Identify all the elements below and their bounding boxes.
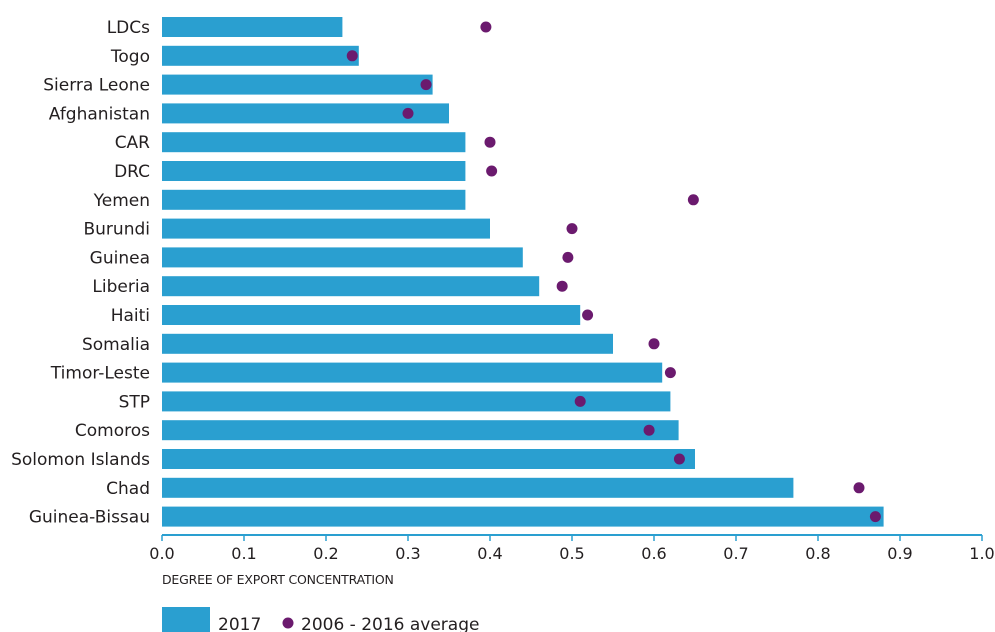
category-label-yemen: Yemen (93, 191, 150, 211)
dot-series-average (346, 21, 881, 523)
x-tick-label: 0.3 (395, 544, 420, 563)
x-axis-title: DEGREE OF EXPORT CONCENTRATION (162, 572, 394, 587)
category-label-afghanistan: Afghanistan (49, 104, 150, 124)
x-tick-label: 1.0 (969, 544, 994, 563)
bar-afghanistan (162, 103, 449, 124)
dot-guinea-bissau (869, 511, 881, 523)
dot-comoros (643, 424, 655, 436)
dot-afghanistan (402, 107, 414, 119)
category-label-chad: Chad (106, 479, 150, 499)
dot-somalia (648, 338, 660, 350)
bar-togo (162, 45, 359, 66)
category-label-haiti: Haiti (111, 306, 150, 326)
x-tick-label: 0.8 (805, 544, 830, 563)
bar-guinea-bissau (162, 506, 884, 527)
bar-yemen (162, 189, 466, 210)
category-label-car: CAR (115, 133, 150, 153)
category-label-sierra-leone: Sierra Leone (43, 76, 150, 96)
bar-liberia (162, 276, 540, 297)
dot-stp (574, 395, 586, 407)
legend-swatch-2017 (162, 607, 210, 632)
bar-haiti (162, 305, 581, 325)
x-tick-label: 0.7 (723, 544, 748, 563)
x-tick-label: 0.9 (887, 544, 912, 563)
x-tick-label: 0.6 (641, 544, 666, 563)
dot-guinea (562, 251, 574, 263)
legend-swatch-average (282, 617, 294, 629)
category-label-somalia: Somalia (82, 335, 150, 355)
category-label-liberia: Liberia (92, 277, 150, 297)
dot-chad (853, 482, 865, 494)
bar-car (162, 132, 466, 153)
dot-togo (346, 50, 358, 62)
x-axis-ticks: 0.0 0.1 0.2 0.3 0.4 0.5 0.6 0.7 0.8 0.9 1.0 (149, 535, 995, 563)
dot-liberia (556, 280, 568, 292)
category-label-guinea: Guinea (90, 248, 150, 268)
dot-timor-leste (664, 367, 676, 379)
bar-guinea (162, 247, 523, 268)
bar-stp (162, 391, 671, 412)
category-label-comoros: Comoros (75, 421, 150, 441)
dot-solomon-islands (673, 453, 685, 465)
dot-yemen (687, 194, 699, 206)
dot-sierra-leone (420, 79, 432, 91)
bar-series-2017 (162, 17, 884, 527)
legend-label-average: 2006 - 2016 average (301, 615, 479, 632)
bar-comoros (162, 420, 679, 441)
category-label-stp: STP (119, 392, 150, 412)
dot-burundi (566, 223, 578, 235)
dot-drc (486, 165, 498, 177)
x-tick-label: 0.0 (149, 544, 174, 563)
legend: 2017 2006 - 2016 average (162, 607, 479, 632)
category-label-togo: Togo (110, 47, 150, 67)
bar-chad (162, 477, 794, 498)
x-tick-label: 0.2 (313, 544, 338, 563)
legend-label-2017: 2017 (218, 615, 261, 632)
bar-ldcs (162, 17, 343, 37)
category-label-solomon-islands: Solomon Islands (11, 450, 150, 470)
category-labels: LDCs Togo Sierra Leone Afghanistan CAR DRC Yem… (11, 18, 150, 528)
x-tick-label: 0.5 (559, 544, 584, 563)
dot-haiti (582, 309, 594, 321)
category-label-ldcs: LDCs (107, 18, 150, 38)
bar-drc (162, 161, 466, 181)
dot-ldcs (480, 21, 492, 33)
dot-car (484, 136, 496, 148)
x-tick-label: 0.4 (477, 544, 502, 563)
bar-somalia (162, 333, 613, 354)
category-label-drc: DRC (114, 162, 150, 182)
bar-burundi (162, 218, 490, 239)
bar-timor-leste (162, 362, 663, 383)
x-tick-label: 0.1 (231, 544, 256, 563)
category-label-timor-leste: Timor-Leste (50, 364, 150, 384)
category-label-guinea-bissau: Guinea-Bissau (29, 508, 150, 528)
category-label-burundi: Burundi (84, 220, 151, 240)
bar-sierra-leone (162, 74, 433, 95)
bar-solomon-islands (162, 449, 695, 469)
